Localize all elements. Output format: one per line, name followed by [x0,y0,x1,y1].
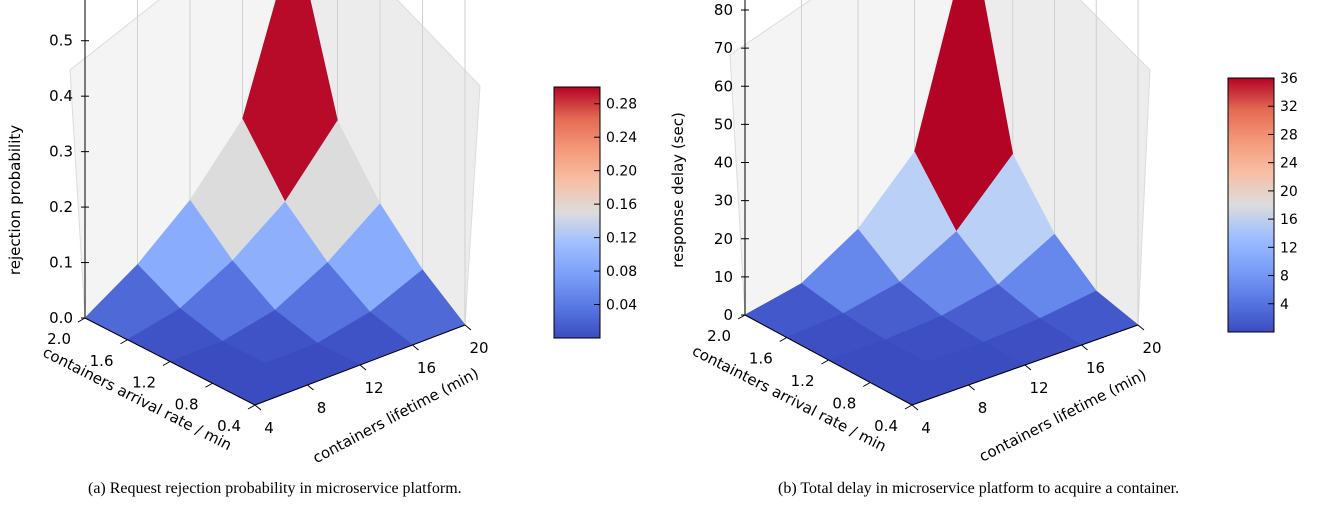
x-tick [968,384,975,391]
z-tick-label: 0.1 [49,254,73,272]
caption-response-delay: (b) Total delay in microservice platform… [778,480,1180,497]
colorbar-tick-label: 4 [1280,297,1289,313]
x-tick [911,404,919,411]
y-tick [737,314,746,320]
x-tick-label: 8 [978,399,988,417]
x-tick [1024,364,1032,371]
x-axis-label: containers lifetime (min) [310,364,482,467]
x-tick [254,404,262,411]
y-tick [120,339,128,345]
y-tick [863,382,871,387]
x-tick-label: 12 [1029,379,1048,397]
colorbar-tick-label: 0.24 [606,130,637,146]
z-axis-label: rejection probability [6,125,24,275]
rejection-probability-chart: 0.0 0.1 0.2 0.3 0.4 0.5 4 8 12 16 20 0.4 0.8 1.2 1.6 2.… [6,0,637,467]
colorbar [1227,77,1275,333]
z-tick-label: 0.0 [49,309,73,327]
colorbar-tick-label: 0.20 [606,164,637,180]
x-tick [412,344,419,351]
y-tick-label: 0.4 [217,417,241,435]
x-tick-label: 16 [417,359,436,377]
z-tick-label: 60 [714,77,733,95]
colorbar [553,86,601,339]
z-tick-label: 40 [714,154,733,172]
y-tick-label: 1.6 [90,352,114,370]
z-tick-label: 0.4 [49,87,73,105]
colorbar-tick-label: 8 [1280,269,1289,285]
y-tick [205,382,213,388]
z-tick-label: 30 [714,192,733,210]
y-tick-label: 1.6 [749,350,773,368]
colorbar-tick-label: 0.04 [606,298,637,314]
y-tick-label: 2.0 [47,330,71,348]
y-tick-label: 1.2 [791,372,815,390]
x-tick [359,364,367,371]
colorbar-tick-label: 0.12 [606,231,637,247]
z-tick-label: 20 [714,230,733,248]
colorbar-tick-label: 12 [1280,240,1298,256]
caption-rejection-probability: (a) Request rejection probability in mic… [88,480,462,497]
z-tick-label: 70 [714,39,733,57]
x-tick-label: 8 [317,399,327,417]
y-tick-label: 2.0 [707,327,731,345]
y-tick [821,359,829,365]
x-axis-label: containers lifetime (min) [976,365,1149,465]
z-tick-label: 50 [714,115,733,133]
colorbar-tick-label: 36 [1280,71,1298,87]
z-axis-label: response delay (sec) [669,112,687,268]
y-tick-label: 1.2 [132,374,156,392]
x-tick-label: 4 [921,419,931,437]
z-tick-label: 0.3 [49,143,73,161]
x-tick [307,384,314,391]
colorbar-tick-label: 0.16 [606,197,637,213]
x-tick-label: 20 [469,339,488,357]
z-tick-label: 80 [714,1,733,19]
z-tick-label: 10 [714,268,733,286]
x-tick [464,324,472,331]
x-tick-label: 4 [264,419,274,437]
y-tick [77,317,86,323]
x-tick [1081,344,1088,351]
x-tick-label: 20 [1142,339,1161,357]
colorbar-tick-label: 28 [1280,127,1298,143]
y-tick [779,337,787,342]
response-delay-chart: 0 10 20 30 40 50 60 70 80 4 8 12 16 20 0.4 0.8 1.2 1.6 2.0… [669,0,1298,466]
z-tick-label: 0 [723,306,733,324]
y-tick-label: 0.8 [832,395,856,413]
x-tick-label: 16 [1086,359,1105,377]
colorbar-tick-label: 16 [1280,212,1298,228]
z-tick-label: 0.2 [49,198,73,216]
y-tick [904,404,913,410]
y-tick-label: 0.8 [175,395,199,413]
z-tick-label: 0.5 [49,32,73,50]
x-tick-label: 12 [364,379,383,397]
colorbar-tick-label: 0.08 [606,264,637,280]
y-tick-label: 0.4 [874,417,898,435]
colorbar-tick-label: 0.28 [606,97,637,113]
colorbar-tick-label: 32 [1280,99,1298,115]
colorbar-tick-label: 24 [1280,156,1298,172]
y-tick [247,404,256,410]
x-tick [1137,324,1145,331]
colorbar-tick-label: 20 [1280,184,1298,200]
y-tick [162,361,171,366]
